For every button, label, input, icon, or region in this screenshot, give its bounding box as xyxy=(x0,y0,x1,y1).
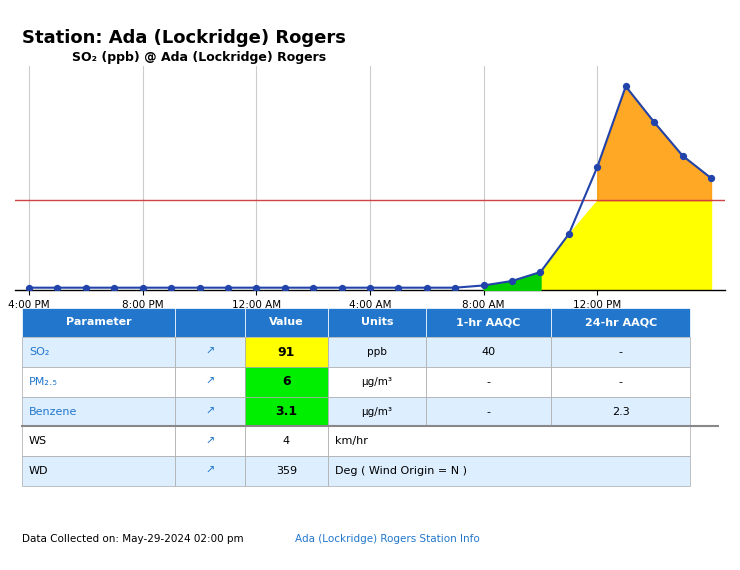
Text: Deg ( Wind Origin = N ): Deg ( Wind Origin = N ) xyxy=(335,466,468,476)
Text: 4: 4 xyxy=(283,437,290,446)
Bar xyxy=(175,456,245,486)
Bar xyxy=(329,308,426,337)
Bar xyxy=(425,367,551,397)
Point xyxy=(108,283,120,292)
Point xyxy=(364,283,376,292)
Text: Benzene: Benzene xyxy=(29,406,78,417)
Text: -: - xyxy=(486,377,491,387)
Text: -: - xyxy=(619,347,622,357)
Bar xyxy=(329,397,426,426)
Text: ↗: ↗ xyxy=(205,377,215,387)
Bar xyxy=(245,367,329,397)
Bar xyxy=(22,456,175,486)
Bar xyxy=(22,397,175,426)
Text: Ada (Lockridge) Rogers Station Info: Ada (Lockridge) Rogers Station Info xyxy=(295,535,480,544)
Text: ppb: ppb xyxy=(367,347,387,357)
Point xyxy=(80,283,92,292)
Text: 6: 6 xyxy=(282,376,291,388)
Text: μg/m³: μg/m³ xyxy=(361,377,392,387)
Bar xyxy=(425,397,551,426)
Bar xyxy=(175,337,245,367)
Text: 24-hr AAQC: 24-hr AAQC xyxy=(585,317,657,328)
Text: Period:05/28/2024 02:00 pm - 05/29/2024 02:00 pm: Period:05/28/2024 02:00 pm - 05/29/2024 … xyxy=(234,339,506,349)
Point xyxy=(506,276,518,286)
Bar xyxy=(329,426,690,456)
Bar xyxy=(175,426,245,456)
Point xyxy=(23,283,35,292)
Point xyxy=(250,283,262,292)
Text: Units: Units xyxy=(360,317,393,328)
Text: km/hr: km/hr xyxy=(335,437,369,446)
Bar xyxy=(329,367,426,397)
Bar xyxy=(551,308,690,337)
Point xyxy=(336,283,348,292)
Text: SO₂ (ppb) @ Ada (Lockridge) Rogers: SO₂ (ppb) @ Ada (Lockridge) Rogers xyxy=(72,51,326,64)
Point xyxy=(222,283,234,292)
Point xyxy=(421,283,433,292)
Point xyxy=(165,283,177,292)
Point xyxy=(563,230,575,239)
Bar xyxy=(425,337,551,367)
Text: μg/m³: μg/m³ xyxy=(361,406,392,417)
Point xyxy=(591,162,603,172)
Text: -: - xyxy=(619,377,622,387)
Text: 2.3: 2.3 xyxy=(612,406,630,417)
Bar xyxy=(329,456,690,486)
Text: WD: WD xyxy=(29,466,49,476)
Point xyxy=(620,82,632,91)
Bar xyxy=(175,367,245,397)
Bar xyxy=(245,426,329,456)
Bar xyxy=(22,426,175,456)
Point xyxy=(279,283,291,292)
Bar xyxy=(245,337,329,367)
Bar xyxy=(22,367,175,397)
Text: 359: 359 xyxy=(276,466,297,476)
Point xyxy=(52,283,64,292)
Text: ↗: ↗ xyxy=(205,466,215,476)
Text: Value: Value xyxy=(269,317,303,328)
Point xyxy=(648,117,660,127)
Point xyxy=(194,283,206,292)
Text: Data Collected on: May-29-2024 02:00 pm: Data Collected on: May-29-2024 02:00 pm xyxy=(22,535,250,544)
Text: ↗: ↗ xyxy=(205,406,215,417)
Text: -: - xyxy=(486,406,491,417)
Point xyxy=(676,151,688,160)
Text: PM₂.₅: PM₂.₅ xyxy=(29,377,58,387)
Bar xyxy=(22,308,175,337)
Bar xyxy=(425,308,551,337)
Text: ↗: ↗ xyxy=(205,437,215,446)
Bar xyxy=(329,337,426,367)
Bar xyxy=(245,308,329,337)
Point xyxy=(478,281,490,290)
Point xyxy=(137,283,149,292)
Text: 3.1: 3.1 xyxy=(275,405,297,418)
Bar xyxy=(175,397,245,426)
Bar xyxy=(175,308,245,337)
Point xyxy=(534,267,546,276)
Point xyxy=(307,283,319,292)
Point xyxy=(392,283,404,292)
Point xyxy=(449,283,461,292)
Bar xyxy=(551,337,690,367)
Text: WS: WS xyxy=(29,437,47,446)
Text: Station: Ada (Lockridge) Rogers: Station: Ada (Lockridge) Rogers xyxy=(22,30,346,47)
Text: 1-hr AAQC: 1-hr AAQC xyxy=(456,317,520,328)
Text: 40: 40 xyxy=(481,347,495,357)
Text: 91: 91 xyxy=(278,345,295,359)
Bar xyxy=(22,337,175,367)
Bar xyxy=(551,397,690,426)
Point xyxy=(705,173,717,182)
Bar xyxy=(245,397,329,426)
Bar xyxy=(245,456,329,486)
Bar xyxy=(551,367,690,397)
Text: Parameter: Parameter xyxy=(66,317,131,328)
Text: SO₂: SO₂ xyxy=(29,347,50,357)
Text: ↗: ↗ xyxy=(205,347,215,357)
